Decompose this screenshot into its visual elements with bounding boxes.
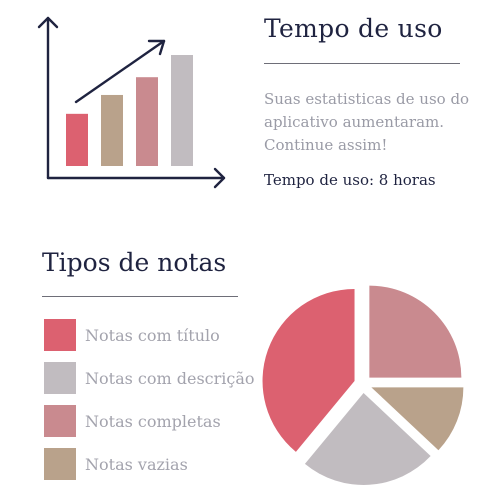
- illustration-bar: [171, 55, 193, 166]
- legend-swatch-titled: [44, 319, 76, 351]
- legend-item-titled: Notas com título: [44, 319, 220, 351]
- legend-label-described: Notas com descrição: [85, 368, 255, 388]
- usage-title: Tempo de uso: [264, 14, 443, 43]
- legend-label-empty: Notas vazias: [85, 454, 188, 474]
- legend-item-empty: Notas vazias: [44, 448, 188, 480]
- legend-item-described: Notas com descrição: [44, 362, 255, 394]
- legend-swatch-empty: [44, 448, 76, 480]
- note-types-pie-chart: [262, 285, 464, 485]
- usage-divider: [264, 63, 460, 64]
- usage-time-text: Tempo de uso: 8 horas: [264, 171, 436, 189]
- growth-chart-illustration: [37, 16, 226, 189]
- legend-label-titled: Notas com título: [85, 325, 220, 345]
- trend-arrow: [74, 39, 166, 104]
- illustration-bar: [136, 77, 158, 166]
- pie-slice-described: [304, 392, 431, 485]
- illustration-axes: [37, 16, 226, 189]
- illustration-bar: [101, 94, 123, 166]
- legend-swatch-described: [44, 362, 76, 394]
- legend-item-complete: Notas completas: [44, 405, 221, 437]
- pie-slice-complete: [369, 285, 462, 378]
- pie-slice-empty: [371, 387, 464, 451]
- note-types-divider: [42, 296, 238, 297]
- illustration-bar: [66, 113, 88, 166]
- illustration-bars: [66, 55, 193, 166]
- legend-swatch-complete: [44, 405, 76, 437]
- usage-message: Suas estatisticas de uso do aplicativo a…: [264, 90, 470, 154]
- pie-slice-titled: [262, 288, 355, 452]
- legend-label-complete: Notas completas: [85, 411, 221, 431]
- note-types-title: Tipos de notas: [42, 248, 227, 277]
